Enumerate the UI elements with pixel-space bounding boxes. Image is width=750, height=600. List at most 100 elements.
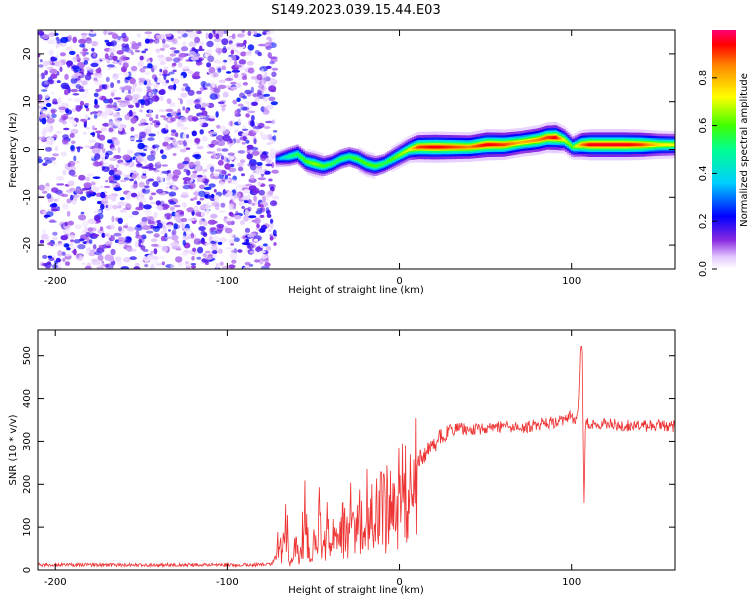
noise-cell bbox=[105, 241, 113, 246]
noise-cell bbox=[236, 162, 245, 167]
noise-cell bbox=[95, 130, 102, 134]
ridge-cell bbox=[657, 143, 661, 146]
ridge-cell bbox=[480, 144, 483, 147]
noise-cell bbox=[144, 38, 150, 44]
noise-cell bbox=[141, 216, 148, 223]
noise-cell bbox=[101, 232, 106, 238]
ridge-cell bbox=[403, 150, 407, 154]
noise-cell bbox=[156, 205, 164, 210]
noise-cell bbox=[226, 71, 232, 74]
noise-cell bbox=[110, 124, 119, 128]
noise-cell bbox=[149, 39, 155, 42]
noise-cell bbox=[254, 125, 263, 130]
noise-cell bbox=[165, 79, 170, 84]
noise-cell bbox=[139, 109, 143, 113]
noise-cell bbox=[150, 238, 158, 243]
ridge-cell bbox=[502, 143, 506, 147]
noise-cell bbox=[167, 118, 171, 122]
noise-cell bbox=[182, 161, 190, 165]
noise-cell bbox=[235, 139, 241, 144]
noise-cell bbox=[215, 111, 219, 118]
noise-cell bbox=[107, 42, 112, 47]
noise-cell bbox=[102, 197, 108, 202]
noise-cell bbox=[91, 125, 95, 130]
noise-cell bbox=[158, 256, 166, 260]
noise-cell bbox=[43, 93, 50, 99]
ridge-cell bbox=[405, 149, 409, 152]
noise-cell bbox=[217, 49, 221, 56]
noise-cell bbox=[208, 117, 215, 122]
ridge-cell bbox=[449, 145, 452, 149]
ridge-cell bbox=[548, 136, 551, 139]
noise-cell bbox=[114, 44, 122, 49]
noise-cell bbox=[185, 147, 191, 150]
noise-cell bbox=[225, 85, 232, 89]
noise-cell bbox=[171, 49, 175, 55]
noise-cell bbox=[181, 251, 188, 256]
noise-cell bbox=[141, 50, 147, 54]
noise-cell bbox=[224, 77, 234, 81]
noise-cell bbox=[194, 137, 201, 144]
noise-cell bbox=[245, 130, 250, 135]
ridge-cell bbox=[630, 143, 634, 147]
noise-cell bbox=[134, 49, 141, 53]
spectrogram-noise bbox=[38, 30, 280, 269]
ridge-cell bbox=[655, 143, 659, 146]
noise-cell bbox=[211, 82, 216, 88]
noise-cell bbox=[195, 103, 200, 110]
noise-cell bbox=[108, 169, 115, 176]
noise-cell bbox=[208, 183, 216, 188]
noise-cell bbox=[190, 173, 199, 179]
noise-cell bbox=[157, 54, 165, 58]
ridge-cell bbox=[416, 146, 419, 149]
noise-cell bbox=[243, 232, 249, 235]
noise-cell bbox=[43, 60, 48, 67]
noise-cell bbox=[113, 120, 122, 127]
noise-cell bbox=[210, 166, 215, 173]
noise-cell bbox=[256, 89, 262, 96]
noise-cell bbox=[199, 45, 203, 51]
noise-cell bbox=[137, 42, 142, 47]
noise-cell bbox=[117, 236, 125, 242]
x-tick-label: 100 bbox=[562, 577, 581, 588]
noise-cell bbox=[144, 31, 153, 35]
noise-cell bbox=[182, 83, 189, 87]
noise-cell bbox=[177, 57, 181, 61]
noise-cell bbox=[126, 227, 135, 232]
ridge-cell bbox=[599, 143, 603, 147]
ridge-cell bbox=[591, 143, 595, 147]
noise-cell bbox=[170, 242, 179, 247]
noise-cell bbox=[205, 32, 209, 40]
ridge-cell bbox=[438, 145, 442, 149]
ridge-cell bbox=[587, 143, 591, 147]
noise-cell bbox=[251, 101, 258, 107]
noise-cell bbox=[240, 106, 248, 111]
noise-cell bbox=[268, 228, 272, 233]
colorbar-tick-label: 0.6 bbox=[698, 118, 709, 134]
ridge-cell bbox=[354, 157, 357, 160]
noise-cell bbox=[221, 47, 228, 54]
noise-cell bbox=[236, 97, 241, 103]
noise-cell bbox=[143, 148, 148, 151]
noise-cell bbox=[233, 214, 242, 220]
noise-cell bbox=[144, 71, 151, 76]
noise-cell bbox=[210, 156, 214, 159]
noise-cell bbox=[163, 117, 168, 121]
ridge-cell bbox=[602, 143, 605, 147]
noise-cell bbox=[114, 139, 120, 146]
noise-cell bbox=[91, 147, 101, 155]
ridge-cell bbox=[494, 143, 498, 147]
ridge-cell bbox=[399, 153, 403, 156]
ridge-cell bbox=[345, 156, 349, 159]
noise-cell bbox=[98, 134, 106, 141]
noise-cell bbox=[267, 81, 272, 86]
noise-cell bbox=[161, 164, 168, 167]
y-tick-label: 0 bbox=[22, 567, 33, 573]
noise-cell bbox=[253, 195, 258, 203]
noise-cell bbox=[173, 223, 178, 230]
noise-cell bbox=[39, 113, 47, 120]
noise-cell bbox=[70, 128, 79, 135]
noise-cell bbox=[70, 194, 74, 201]
noise-cell bbox=[38, 94, 43, 101]
noise-cell bbox=[256, 161, 263, 166]
